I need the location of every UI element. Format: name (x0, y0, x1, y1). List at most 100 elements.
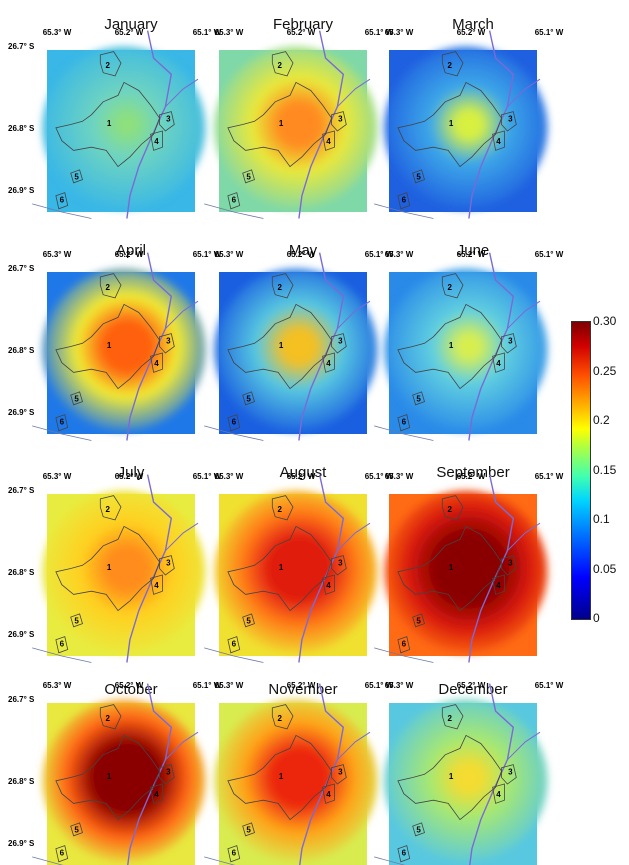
zone-2-outline (271, 495, 294, 521)
longitude-label: 65.2° W (114, 472, 144, 481)
longitude-label: 65.3° W (42, 28, 72, 37)
zone-label-1: 1 (449, 119, 454, 128)
zone-6-outline (55, 636, 69, 654)
city-outline (397, 81, 502, 168)
zone-label-4: 4 (154, 581, 159, 590)
longitude-label: 65.1° W (192, 28, 222, 37)
zone-label-1: 1 (279, 563, 284, 572)
road-line (204, 647, 264, 663)
zone-2-outline (271, 51, 294, 77)
concentration-hotspot (214, 490, 378, 653)
latitude-label: 26.9° S (8, 839, 35, 848)
zone-label-3: 3 (338, 336, 343, 345)
zone-5-outline (242, 391, 255, 406)
zone-4-outline (492, 783, 505, 804)
zone-4-outline (492, 574, 505, 595)
zone-label-2: 2 (105, 283, 110, 292)
zone-label-3: 3 (338, 558, 343, 567)
colorbar-tick-label: 0.2 (593, 413, 610, 427)
zone-label-6: 6 (402, 848, 407, 857)
city-outline (397, 525, 502, 612)
river-tributary (165, 300, 199, 330)
zone-label-1: 1 (279, 772, 284, 781)
zone-label-6: 6 (232, 417, 237, 426)
zone-6-outline (227, 192, 241, 210)
zone-3-outline (159, 764, 175, 785)
latitude-label: 26.8° S (8, 346, 35, 355)
zone-label-4: 4 (326, 581, 331, 590)
zone-6-outline (227, 636, 241, 654)
month-title: September (436, 464, 510, 481)
concentration-hotspot (42, 699, 206, 862)
river-tributary (507, 78, 541, 108)
longitude-label: 65.1° W (364, 472, 394, 481)
longitude-label: 65.1° W (534, 28, 564, 37)
zone-label-3: 3 (338, 767, 343, 776)
latitude-label: 26.7° S (8, 695, 35, 704)
city-outline (227, 303, 332, 390)
month-title: May (288, 242, 318, 259)
longitude-label: 65.3° W (384, 28, 414, 37)
zone-2-outline (441, 704, 464, 730)
colorbar-tick-label: 0 (593, 611, 600, 625)
zone-label-2: 2 (277, 61, 282, 70)
longitude-label: 65.3° W (214, 681, 244, 690)
zone-3-outline (331, 333, 347, 354)
zone-4-outline (322, 574, 335, 595)
zone-label-5: 5 (74, 395, 79, 404)
concentration-hotspot (384, 490, 548, 653)
river-tributary (165, 78, 199, 108)
concentration-hotspot (42, 490, 206, 653)
zone-label-1: 1 (107, 772, 112, 781)
zone-label-4: 4 (496, 137, 501, 146)
zone-5-outline (70, 169, 83, 184)
zone-5-outline (412, 169, 425, 184)
zone-4-outline (492, 130, 505, 151)
colorbar-tick-label: 0.15 (593, 462, 617, 477)
longitude-label: 65.3° W (42, 681, 72, 690)
zone-3-outline (331, 764, 347, 785)
zone-label-1: 1 (279, 341, 284, 350)
month-title: July (117, 464, 145, 481)
zone-5-outline (242, 613, 255, 628)
longitude-label: 65.2° W (286, 472, 316, 481)
city-outline (227, 81, 332, 168)
heatmap-june: 1 2 3 4 5 6 (374, 252, 548, 441)
river-tributary (507, 522, 541, 552)
zone-5-outline (412, 391, 425, 406)
zone-label-5: 5 (246, 617, 251, 626)
zone-label-4: 4 (154, 359, 159, 368)
zone-label-6: 6 (402, 639, 407, 648)
river-tributary (507, 300, 541, 330)
city-outline (55, 81, 160, 168)
zone-label-2: 2 (105, 714, 110, 723)
longitude-label: 65.3° W (42, 472, 72, 481)
zone-label-3: 3 (338, 114, 343, 123)
zone-label-1: 1 (279, 119, 284, 128)
zone-6-outline (397, 414, 411, 432)
concentration-hotspot (384, 268, 548, 431)
longitude-label: 65.2° W (286, 250, 316, 259)
zone-5-outline (412, 613, 425, 628)
zone-label-4: 4 (154, 790, 159, 799)
river-tributary (507, 731, 541, 761)
longitude-label: 65.1° W (364, 250, 394, 259)
zone-2-outline (271, 273, 294, 299)
zone-label-4: 4 (496, 790, 501, 799)
zone-label-2: 2 (447, 283, 452, 292)
heatmap-january: 1 2 3 4 5 6 (32, 30, 206, 219)
road-line (374, 647, 434, 663)
longitude-label: 65.3° W (384, 250, 414, 259)
colorbar-tick-label: 0.25 (593, 363, 617, 378)
city-outline (227, 734, 332, 821)
zone-label-6: 6 (402, 417, 407, 426)
zone-label-5: 5 (246, 395, 251, 404)
river-tributary (337, 731, 371, 761)
heatmap-march: 1 2 3 4 5 6 (374, 30, 548, 219)
zone-3-outline (501, 111, 517, 132)
zone-label-6: 6 (60, 417, 65, 426)
zone-2-outline (441, 51, 464, 77)
zone-label-3: 3 (166, 558, 171, 567)
zone-label-1: 1 (107, 341, 112, 350)
zone-label-3: 3 (508, 114, 513, 123)
